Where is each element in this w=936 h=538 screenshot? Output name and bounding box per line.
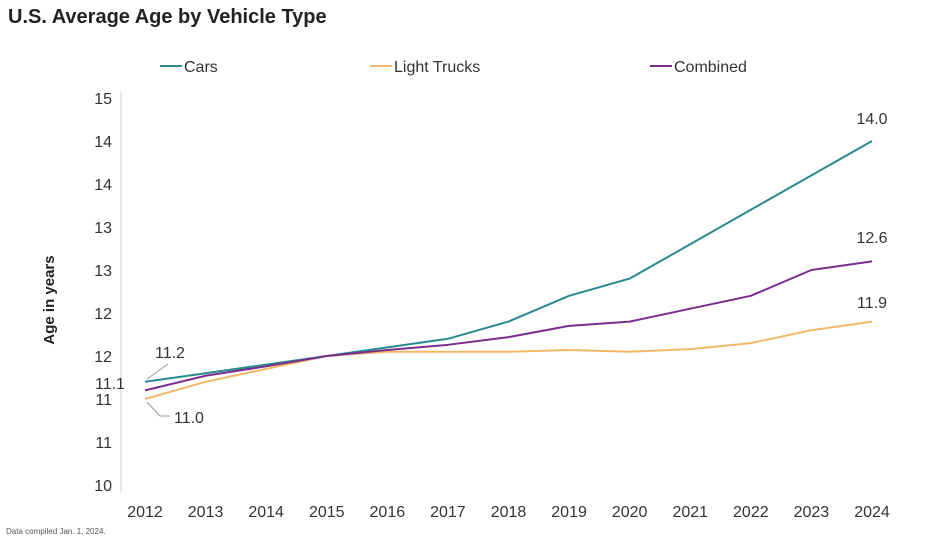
y-tick-label: 12 bbox=[94, 306, 112, 323]
x-tick-label: 2017 bbox=[430, 504, 466, 521]
series-line-combined bbox=[144, 260, 873, 392]
x-tick-label: 2018 bbox=[491, 504, 527, 521]
x-tick-label: 2022 bbox=[733, 504, 769, 521]
leader-line bbox=[146, 401, 170, 417]
x-tick-label: 2023 bbox=[794, 504, 830, 521]
x-tick-label: 2015 bbox=[309, 504, 345, 521]
x-tick-label: 2024 bbox=[854, 504, 890, 521]
legend-label: Light Trucks bbox=[394, 59, 480, 76]
y-tick-label: 10 bbox=[94, 478, 112, 495]
data-label-combined-end: 12.6 bbox=[856, 230, 887, 247]
leader-line bbox=[146, 363, 169, 380]
series-line-cars bbox=[144, 140, 873, 383]
x-tick-label: 2021 bbox=[672, 504, 708, 521]
data-label-trucks-end: 11.9 bbox=[857, 295, 887, 312]
footnote: Data compiled Jan. 1, 2024. bbox=[6, 527, 106, 536]
y-tick-label: 14 bbox=[94, 134, 112, 151]
x-tick-label: 2014 bbox=[248, 504, 284, 521]
data-label-cars-start: 11.2 bbox=[155, 345, 185, 362]
data-label-cars-end: 14.0 bbox=[856, 111, 887, 128]
y-tick-label: 14 bbox=[94, 177, 112, 194]
x-tick-label: 2020 bbox=[612, 504, 648, 521]
y-tick-label: 12 bbox=[94, 349, 112, 366]
data-label-combined-start: 11.1 bbox=[95, 376, 125, 393]
x-tick-label: 2016 bbox=[370, 504, 406, 521]
legend-label: Combined bbox=[674, 59, 747, 76]
y-tick-label: 13 bbox=[94, 263, 112, 280]
y-tick-label: 13 bbox=[94, 220, 112, 237]
x-tick-label: 2013 bbox=[188, 504, 224, 521]
y-tick-label: 15 bbox=[94, 91, 112, 108]
x-tick-label: 2012 bbox=[127, 504, 163, 521]
series-line-light-trucks bbox=[144, 320, 873, 400]
chart-title: U.S. Average Age by Vehicle Type bbox=[8, 6, 327, 28]
data-label-trucks-start: 11.0 bbox=[174, 410, 204, 427]
legend-label: Cars bbox=[184, 59, 218, 76]
y-tick-label: 11 bbox=[95, 392, 112, 409]
x-tick-label: 2019 bbox=[551, 504, 587, 521]
y-tick-label: 11 bbox=[95, 435, 112, 452]
y-axis-label: Age in years bbox=[41, 255, 58, 344]
